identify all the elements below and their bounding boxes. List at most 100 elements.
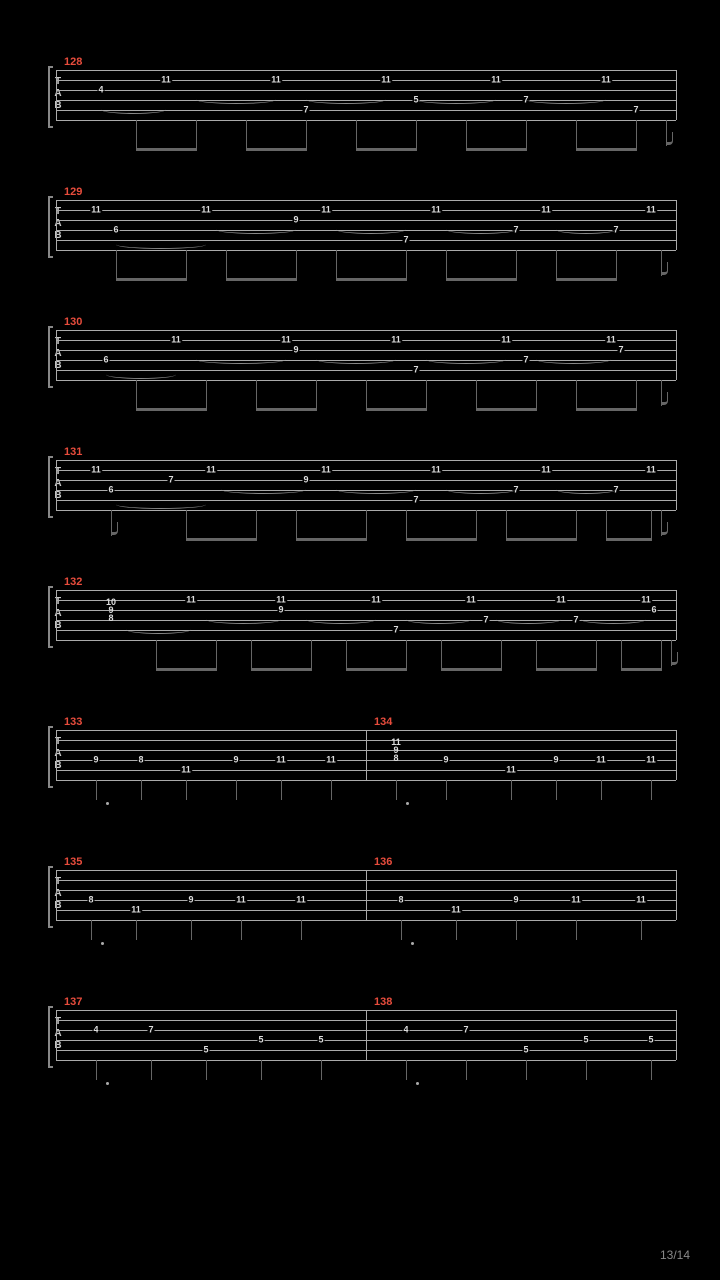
note-stem (226, 250, 227, 278)
note-stem (216, 640, 217, 668)
tie (556, 485, 616, 494)
fret-number: 11 (505, 766, 517, 775)
barline (56, 200, 57, 250)
fret-number: 11 (180, 766, 192, 775)
rhythm-dot (106, 802, 109, 805)
fret-number: 6 (107, 486, 114, 495)
fret-number: 5 (317, 1036, 324, 1045)
beam (336, 278, 407, 281)
note-stem (261, 1060, 262, 1080)
fret-number: 7 (412, 496, 419, 505)
note-stem (651, 1060, 652, 1080)
note-stem (141, 780, 142, 800)
note-stem (636, 380, 637, 408)
beam (476, 408, 537, 411)
tab-page: TAB128411117115117117TAB1291161191171171… (0, 0, 720, 1280)
fret-number: 11 (270, 76, 282, 85)
fret-number: 11 (90, 206, 102, 215)
fret-number: 11 (465, 596, 477, 605)
fret-number: 11 (645, 466, 657, 475)
tie (426, 355, 506, 364)
note-stem (296, 510, 297, 538)
fret-number: 9 (232, 756, 239, 765)
fret-number: 11 (130, 906, 142, 915)
fret-number: 4 (402, 1026, 409, 1035)
note-stem (356, 120, 357, 148)
note-stem (576, 920, 577, 940)
tie (126, 625, 191, 634)
barline (56, 1010, 57, 1060)
fret-number: 7 (482, 616, 489, 625)
fret-number: 11 (275, 756, 287, 765)
fret-number: 7 (632, 106, 639, 115)
note-stem (136, 380, 137, 408)
fret-number: 11 (200, 206, 212, 215)
barline (676, 590, 677, 640)
note-stem (456, 920, 457, 940)
note-stem (306, 120, 307, 148)
rhythm-dot (406, 802, 409, 805)
beam (296, 538, 367, 541)
fret-number: 11 (640, 596, 652, 605)
fret-number: 11 (275, 596, 287, 605)
tie (206, 615, 281, 624)
tie (306, 615, 376, 624)
note-stem (186, 250, 187, 278)
note-stem (616, 250, 617, 278)
note-stem (296, 250, 297, 278)
note-stem (116, 250, 117, 278)
tie (196, 95, 276, 104)
note-stem (466, 120, 467, 148)
note-stem (506, 510, 507, 538)
note-stem (366, 380, 367, 408)
tie (221, 485, 306, 494)
bar-number: 129 (64, 186, 82, 198)
note-stem (536, 380, 537, 408)
note-flag (661, 392, 668, 405)
note-stem (241, 920, 242, 940)
note-stem (206, 1060, 207, 1080)
note-stem (196, 120, 197, 148)
note-stem (446, 780, 447, 800)
chord-stack: 1198 (391, 738, 401, 762)
rhythm-dot (101, 942, 104, 945)
barline (676, 730, 677, 780)
barline (676, 870, 677, 920)
barline (676, 460, 677, 510)
fret-number: 5 (522, 1046, 529, 1055)
note-stem (206, 380, 207, 408)
bar-number: 128 (64, 56, 82, 68)
fret-number: 5 (582, 1036, 589, 1045)
fret-number: 11 (280, 336, 292, 345)
note-stem (601, 780, 602, 800)
fret-number: 7 (167, 476, 174, 485)
barline (56, 730, 57, 780)
barline (56, 330, 57, 380)
fret-number: 11 (540, 206, 552, 215)
rhythm-dot (106, 1082, 109, 1085)
note-stem (406, 250, 407, 278)
fret-number: 11 (645, 206, 657, 215)
note-stem (251, 640, 252, 668)
tie (216, 225, 296, 234)
tie (336, 225, 406, 234)
barline (56, 590, 57, 640)
barline (56, 870, 57, 920)
tie (536, 355, 611, 364)
note-stem (576, 380, 577, 408)
fret-number: 11 (600, 76, 612, 85)
beam (246, 148, 307, 151)
fret-number: 7 (522, 356, 529, 365)
beam (576, 408, 637, 411)
fret-number: 6 (650, 606, 657, 615)
note-stem (401, 920, 402, 940)
fret-number: 11 (570, 896, 582, 905)
note-stem (346, 640, 347, 668)
note-stem (331, 780, 332, 800)
note-stem (516, 250, 517, 278)
beam (506, 538, 577, 541)
fret-number: 11 (450, 906, 462, 915)
bar-number: 131 (64, 446, 82, 458)
beam (346, 668, 407, 671)
note-stem (246, 120, 247, 148)
